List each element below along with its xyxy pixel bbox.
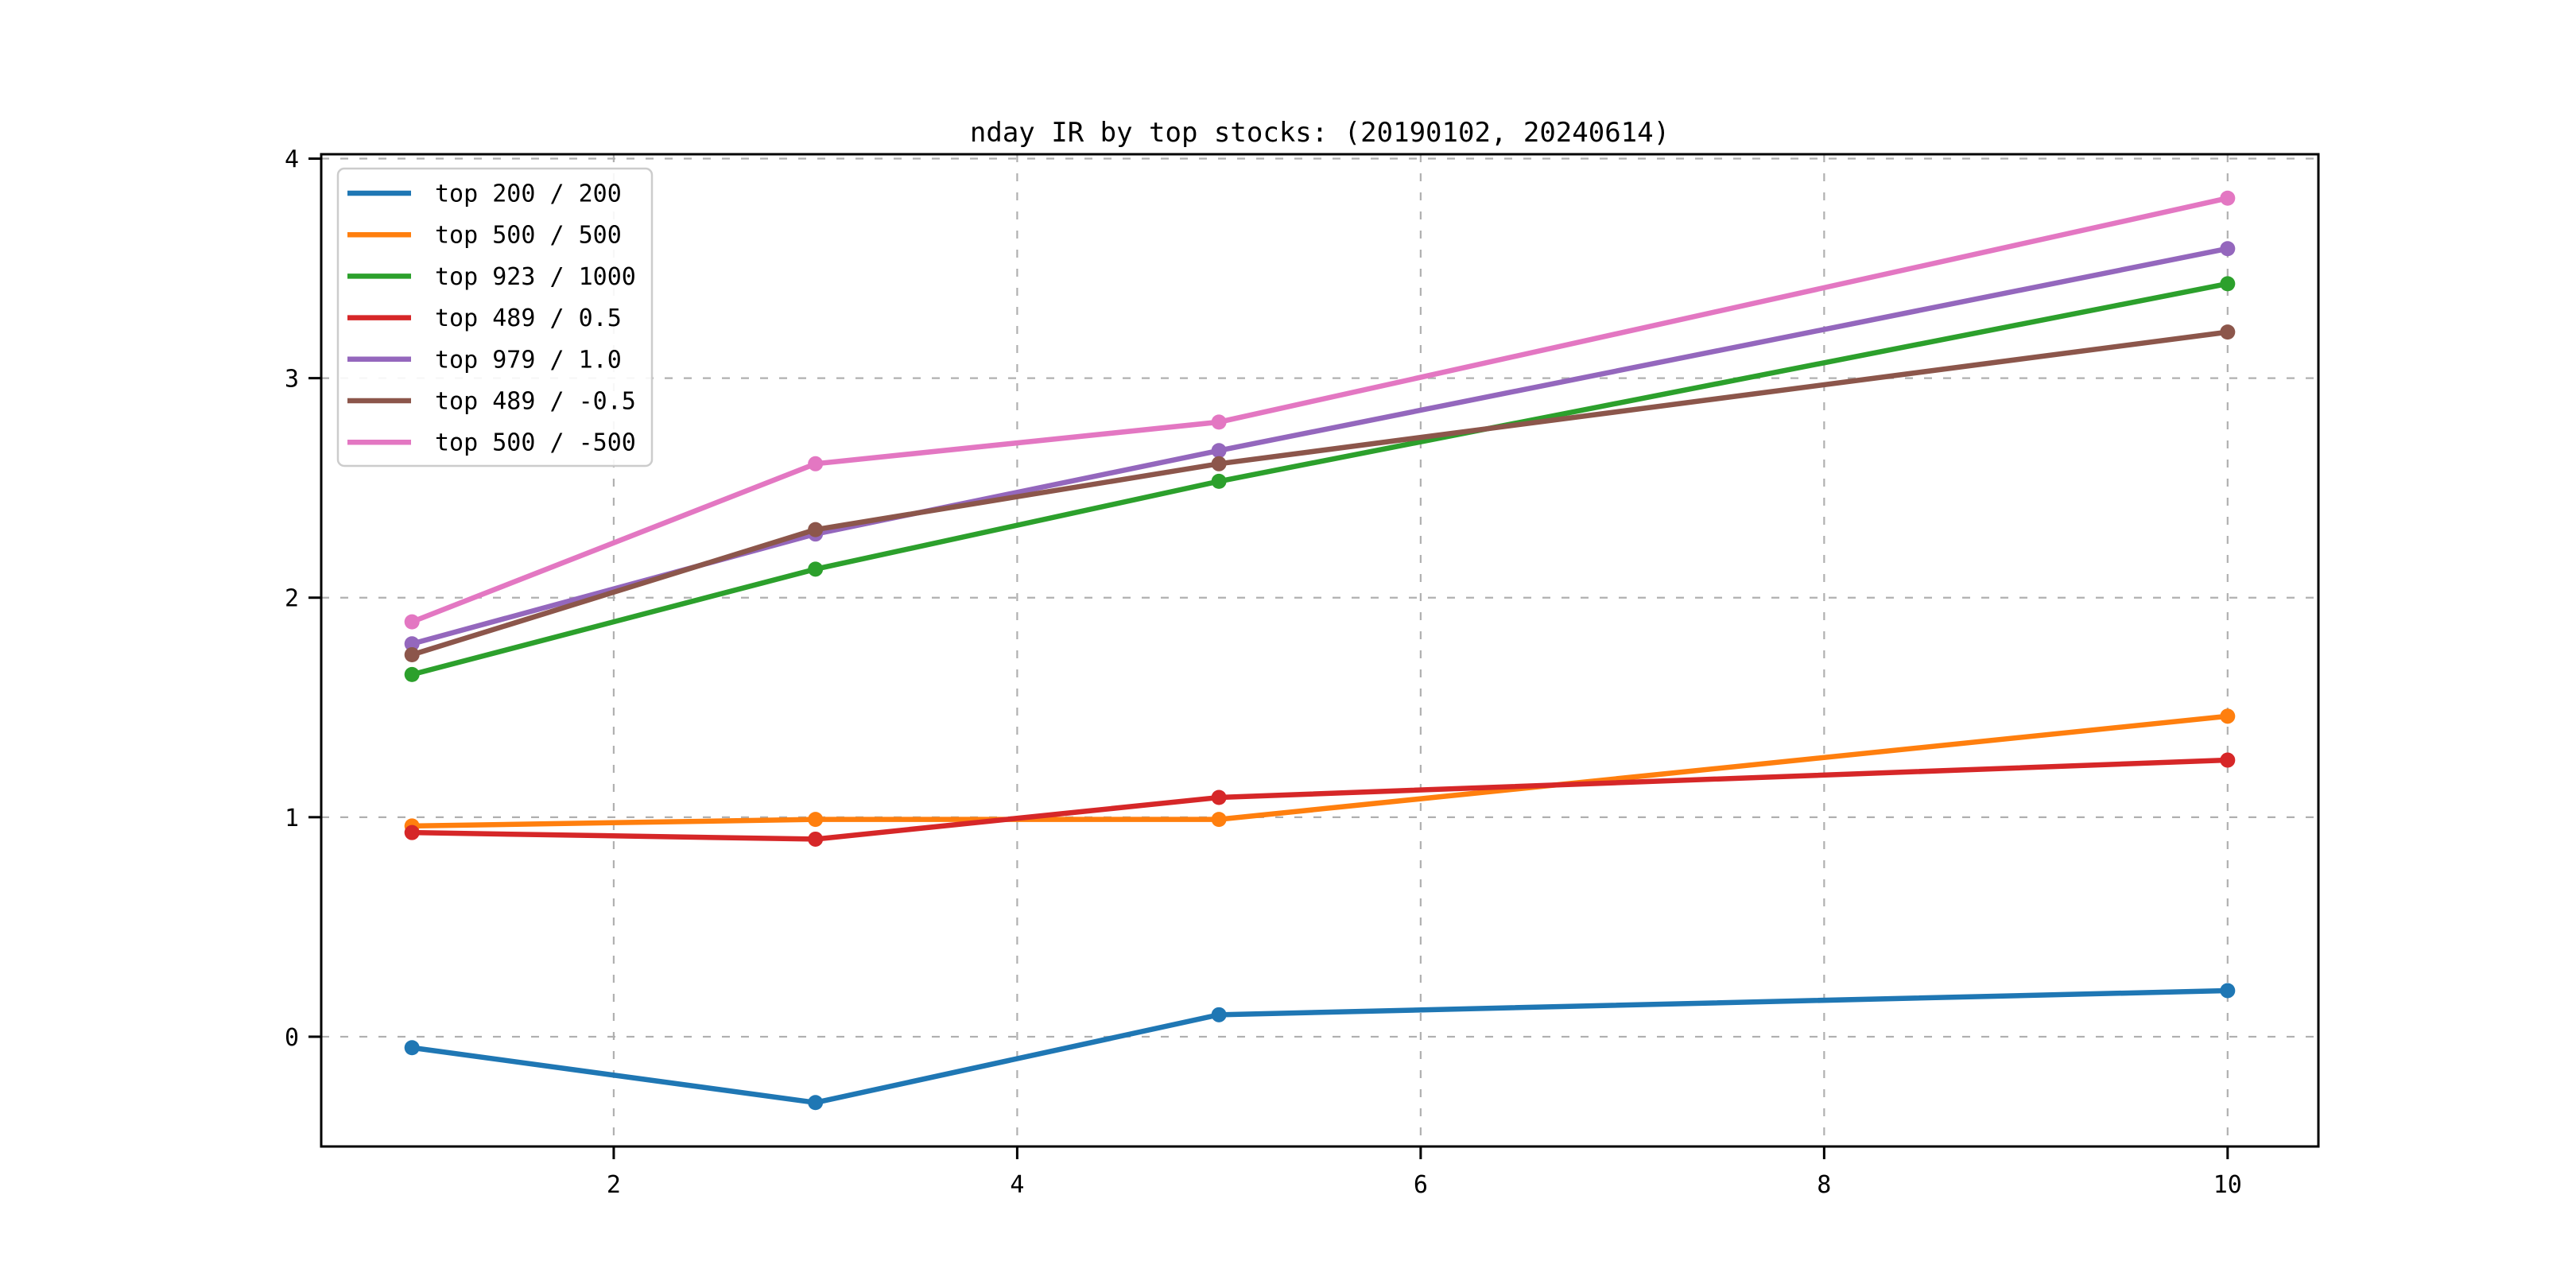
series-marker-top-500-500-x3	[808, 456, 824, 471]
legend-label-top-923-1000: top 923 / 1000	[435, 263, 636, 291]
legend-label-top-200-200: top 200 / 200	[435, 180, 622, 208]
y-tick-label-4: 4	[285, 146, 299, 174]
legend-label-top-489-0-5: top 489 / 0.5	[435, 305, 622, 332]
series	[404, 190, 2236, 1111]
series-marker-top-979-1-0-x10	[2220, 241, 2236, 257]
series-line-top-979-1-0	[411, 246, 2229, 646]
series-marker-top-489-0-5-x3	[808, 831, 824, 847]
series-line-top-500-500	[410, 196, 2229, 625]
series-marker-top-923-1000-x3	[808, 561, 824, 577]
series-marker-top-923-1000-x1	[404, 666, 420, 682]
series-marker-top-489-0-5-x5	[1211, 789, 1227, 805]
series-marker-top-489-0-5-x10	[2220, 324, 2236, 340]
legend-item-top-979-1-0: top 979 / 1.0	[347, 346, 622, 374]
series-line-top-200-200	[411, 987, 2228, 1106]
series-marker-top-489-0-5-x1	[404, 647, 420, 663]
y-tick-label-3: 3	[285, 366, 299, 394]
legend-item-top-489-0-5: top 489 / 0.5	[347, 305, 622, 332]
series-marker-top-489-0-5-x5	[1211, 456, 1227, 471]
legend-item-top-923-1000: top 923 / 1000	[347, 263, 636, 291]
legend-item-top-500-500: top 500 / -500	[347, 429, 636, 457]
grid	[321, 154, 2318, 1146]
series-line-top-923-1000	[411, 281, 2229, 677]
series-line-top-489-0-5	[412, 757, 2228, 842]
series-marker-top-500-500-x3	[808, 812, 824, 828]
chart-title: nday IR by top stocks: (20190102, 202406…	[970, 117, 1670, 149]
x-tick-label-4: 4	[1010, 1171, 1024, 1199]
y-tick-label-0: 0	[285, 1024, 299, 1052]
series-marker-top-500-500-x1	[404, 614, 420, 630]
x-tick-label-10: 10	[2213, 1171, 2242, 1199]
legend-box	[336, 167, 654, 467]
x-tick-label-6: 6	[1414, 1171, 1428, 1199]
series-marker-top-979-1-0-x5	[1211, 443, 1227, 459]
series-marker-top-500-500-x10	[2220, 190, 2236, 206]
series-marker-top-489-0-5-x10	[2220, 752, 2236, 768]
legend-label-top-489-0-5: top 489 / -0.5	[435, 388, 636, 416]
legend: top 200 / 200 top 500 / 500 top 923 / 1000…	[336, 167, 654, 467]
legend-label-top-500-500: top 500 / 500	[435, 222, 622, 250]
series-marker-top-200-200-x5	[1211, 1007, 1227, 1022]
x-tick-label-2: 2	[607, 1171, 621, 1199]
series-marker-top-489-0-5-x1	[404, 824, 420, 840]
plot-border	[320, 153, 2320, 1148]
legend-item-top-500-500: top 500 / 500	[347, 222, 622, 250]
legend-item-top-200-200: top 200 / 200	[347, 180, 622, 208]
axes: 2 4 6 8 10 0 1 2 3 4	[285, 146, 2320, 1199]
y-tick-label-2: 2	[285, 585, 299, 613]
series-marker-top-500-500-x5	[1211, 414, 1227, 430]
x-tick-label-8: 8	[1817, 1171, 1831, 1199]
legend-label-top-979-1-0: top 979 / 1.0	[435, 346, 622, 374]
series-marker-top-489-0-5-x3	[808, 522, 824, 537]
legend-label-top-500-500: top 500 / -500	[435, 429, 636, 457]
series-marker-top-200-200-x10	[2220, 983, 2236, 999]
series-marker-top-923-1000-x10	[2220, 276, 2236, 292]
series-marker-top-923-1000-x5	[1211, 473, 1227, 489]
series-marker-top-500-500-x10	[2220, 708, 2236, 724]
series-line-top-489-0-5	[411, 329, 2229, 658]
series-marker-top-200-200-x1	[404, 1040, 420, 1056]
series-marker-top-500-500-x5	[1211, 812, 1227, 828]
series-marker-top-979-1-0-x1	[404, 636, 420, 652]
series-marker-top-200-200-x3	[808, 1095, 824, 1111]
legend-item-top-489-0-5: top 489 / -0.5	[347, 388, 636, 416]
y-tick-label-1: 1	[285, 805, 299, 832]
